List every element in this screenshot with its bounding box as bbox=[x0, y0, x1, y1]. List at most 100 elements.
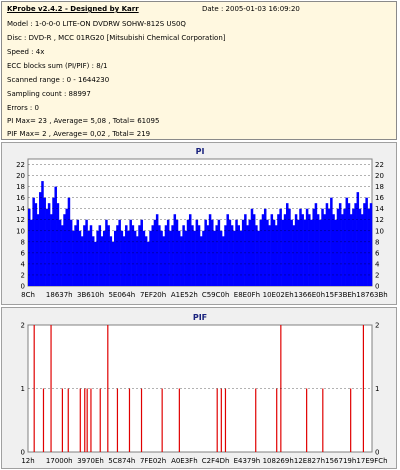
x-tick-label: 3970Eh bbox=[77, 457, 104, 465]
y-tick-left: 2 bbox=[21, 271, 25, 279]
pi-bar bbox=[255, 225, 258, 286]
pi-bar bbox=[78, 230, 82, 286]
pi-bar bbox=[193, 230, 196, 286]
pi-bar bbox=[91, 236, 95, 286]
info-sampling-count: Sampling count : 88997 bbox=[7, 90, 91, 98]
x-tick-label: 108269h bbox=[263, 457, 294, 465]
pi-bar bbox=[61, 225, 64, 286]
info-speed: Speed : 4x bbox=[7, 48, 45, 56]
x-tick-label: 5C874h bbox=[108, 457, 135, 465]
y-tick-right: 0 bbox=[375, 283, 379, 291]
x-tick-label: 7EF20h bbox=[140, 291, 166, 299]
x-tick-label: A0E3Fh bbox=[171, 457, 198, 465]
pi-bar bbox=[200, 236, 203, 286]
info-errors: Errors : 0 bbox=[7, 104, 39, 112]
app-title: KProbe v2.4.2 - Designed by Karr bbox=[7, 5, 139, 13]
pi-bar bbox=[308, 214, 311, 286]
info-panel: KProbe v2.4.2 - Designed by Karr Date : … bbox=[1, 1, 397, 140]
pi-bar bbox=[162, 236, 166, 286]
pi-bar bbox=[250, 208, 254, 286]
pi-bar bbox=[36, 214, 40, 286]
pi-bar bbox=[127, 230, 130, 286]
info-ecc-blocks: ECC blocks sum (PI/PIF) : 8/1 bbox=[7, 62, 108, 70]
pi-bar bbox=[338, 203, 342, 286]
pi-bar bbox=[330, 197, 333, 286]
pi-bar bbox=[356, 192, 360, 286]
pi-bar bbox=[129, 219, 132, 286]
pi-bar bbox=[288, 208, 291, 286]
x-tick-label: E8E0Fh bbox=[234, 291, 260, 299]
y-tick-left: 8 bbox=[21, 238, 25, 246]
pi-bar bbox=[155, 214, 159, 286]
y-tick-right: 10 bbox=[375, 227, 384, 235]
pi-bar bbox=[131, 225, 135, 286]
pi-bar bbox=[286, 203, 289, 286]
x-tick-label: 7FE02h bbox=[140, 457, 166, 465]
chart-title: PI bbox=[196, 147, 205, 156]
pi-bar bbox=[164, 225, 168, 286]
pi-bar bbox=[85, 219, 88, 286]
pi-bar bbox=[281, 219, 285, 286]
y-tick-right: 14 bbox=[375, 205, 384, 213]
pi-bar bbox=[87, 230, 91, 286]
pi-bar bbox=[217, 219, 221, 286]
pi-bar bbox=[144, 236, 148, 286]
pi-bar bbox=[151, 225, 154, 286]
pi-bar bbox=[323, 214, 326, 286]
pi-bar bbox=[314, 203, 318, 286]
pi-bar bbox=[98, 225, 102, 286]
pi-bar bbox=[122, 236, 126, 286]
y-tick-left: 22 bbox=[16, 161, 25, 169]
pi-bar bbox=[224, 225, 227, 286]
pi-bar bbox=[100, 236, 104, 286]
x-tick-label: C2F4Dh bbox=[202, 457, 230, 465]
pi-bar bbox=[153, 219, 157, 286]
pi-bar bbox=[133, 230, 137, 286]
y-tick-right: 22 bbox=[375, 161, 384, 169]
pi-bar bbox=[321, 208, 324, 286]
pi-bar bbox=[41, 181, 44, 286]
pi-bar bbox=[89, 225, 93, 286]
y-tick-left: 1 bbox=[21, 385, 25, 393]
pi-bar bbox=[45, 208, 49, 286]
pi-bar bbox=[206, 225, 210, 286]
pi-bar bbox=[299, 208, 302, 286]
pi-chart-panel: PI 0 2 4 6 8 10 12 14 16 18 20 22 0 2 4 6 8 10 12 14 16 18 20 22… bbox=[1, 142, 397, 305]
y-tick-right: 20 bbox=[375, 172, 384, 180]
pi-bar bbox=[246, 225, 249, 286]
pi-bar bbox=[237, 225, 240, 286]
pi-bar bbox=[274, 225, 278, 286]
pi-bar bbox=[336, 208, 340, 286]
x-tick-label: C59C0h bbox=[202, 291, 230, 299]
pi-bar bbox=[268, 225, 271, 286]
y-tick-left: 18 bbox=[16, 183, 25, 191]
pi-bar bbox=[116, 225, 119, 286]
pi-bar bbox=[118, 219, 121, 286]
pi-bar bbox=[158, 225, 161, 286]
pi-bar bbox=[47, 203, 51, 286]
x-tick-label: 1366E0h bbox=[294, 291, 325, 299]
chart-title: PIF bbox=[193, 313, 207, 322]
pi-bar bbox=[125, 225, 128, 286]
y-tick-left: 16 bbox=[16, 194, 25, 202]
pi-bar bbox=[102, 230, 106, 286]
y-tick-left: 12 bbox=[16, 216, 25, 224]
y-tick-left: 0 bbox=[21, 283, 25, 291]
pi-bar bbox=[301, 214, 304, 286]
pi-bar bbox=[177, 230, 181, 286]
pi-bar bbox=[349, 214, 353, 286]
x-tick-label: 156719h bbox=[325, 457, 356, 465]
pi-bar bbox=[233, 230, 236, 286]
pi-bar bbox=[96, 230, 99, 286]
y-tick-left: 6 bbox=[21, 249, 26, 257]
pi-bar bbox=[83, 225, 86, 286]
pi-bar bbox=[277, 214, 280, 286]
pi-bar bbox=[290, 219, 293, 286]
y-tick-left: 14 bbox=[16, 205, 25, 213]
pi-bar bbox=[327, 208, 331, 286]
pi-bar bbox=[369, 203, 373, 286]
pi-bar bbox=[136, 236, 139, 286]
pi-bar bbox=[292, 225, 296, 286]
pi-bar bbox=[69, 219, 73, 286]
y-tick-right: 1 bbox=[375, 385, 379, 393]
